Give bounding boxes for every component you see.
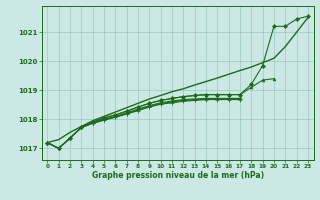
X-axis label: Graphe pression niveau de la mer (hPa): Graphe pression niveau de la mer (hPa) bbox=[92, 171, 264, 180]
